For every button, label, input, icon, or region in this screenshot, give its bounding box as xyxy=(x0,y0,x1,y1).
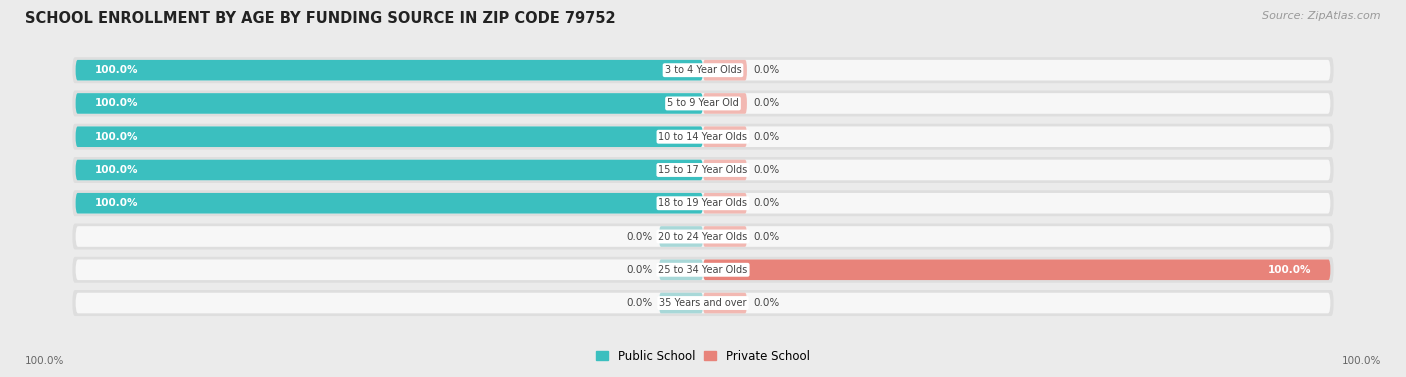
FancyBboxPatch shape xyxy=(703,293,747,313)
Text: 0.0%: 0.0% xyxy=(627,298,652,308)
Text: 100.0%: 100.0% xyxy=(25,356,65,366)
FancyBboxPatch shape xyxy=(703,193,747,213)
Text: 100.0%: 100.0% xyxy=(94,132,138,142)
FancyBboxPatch shape xyxy=(659,259,703,280)
Text: 100.0%: 100.0% xyxy=(94,165,138,175)
Text: 18 to 19 Year Olds: 18 to 19 Year Olds xyxy=(658,198,748,208)
Text: Source: ZipAtlas.com: Source: ZipAtlas.com xyxy=(1263,11,1381,21)
Text: 25 to 34 Year Olds: 25 to 34 Year Olds xyxy=(658,265,748,275)
FancyBboxPatch shape xyxy=(703,93,747,114)
FancyBboxPatch shape xyxy=(703,126,747,147)
FancyBboxPatch shape xyxy=(659,293,703,313)
Text: 0.0%: 0.0% xyxy=(754,165,779,175)
FancyBboxPatch shape xyxy=(72,124,1334,150)
FancyBboxPatch shape xyxy=(76,160,703,180)
Text: 0.0%: 0.0% xyxy=(754,231,779,242)
Text: 100.0%: 100.0% xyxy=(94,198,138,208)
FancyBboxPatch shape xyxy=(76,93,1330,114)
FancyBboxPatch shape xyxy=(659,226,703,247)
FancyBboxPatch shape xyxy=(76,60,703,81)
FancyBboxPatch shape xyxy=(76,126,1330,147)
FancyBboxPatch shape xyxy=(72,57,1334,83)
Text: 0.0%: 0.0% xyxy=(627,265,652,275)
Text: 0.0%: 0.0% xyxy=(754,98,779,109)
FancyBboxPatch shape xyxy=(76,126,703,147)
FancyBboxPatch shape xyxy=(76,193,1330,213)
Legend: Public School, Private School: Public School, Private School xyxy=(592,345,814,367)
FancyBboxPatch shape xyxy=(72,224,1334,250)
FancyBboxPatch shape xyxy=(72,290,1334,316)
FancyBboxPatch shape xyxy=(72,257,1334,283)
Text: 100.0%: 100.0% xyxy=(1268,265,1312,275)
Text: 15 to 17 Year Olds: 15 to 17 Year Olds xyxy=(658,165,748,175)
Text: 0.0%: 0.0% xyxy=(754,198,779,208)
FancyBboxPatch shape xyxy=(76,160,1330,180)
Text: 3 to 4 Year Olds: 3 to 4 Year Olds xyxy=(665,65,741,75)
Text: 5 to 9 Year Old: 5 to 9 Year Old xyxy=(666,98,740,109)
Text: 100.0%: 100.0% xyxy=(94,65,138,75)
FancyBboxPatch shape xyxy=(703,60,747,81)
Text: 20 to 24 Year Olds: 20 to 24 Year Olds xyxy=(658,231,748,242)
FancyBboxPatch shape xyxy=(76,226,1330,247)
Text: 100.0%: 100.0% xyxy=(1341,356,1381,366)
Text: SCHOOL ENROLLMENT BY AGE BY FUNDING SOURCE IN ZIP CODE 79752: SCHOOL ENROLLMENT BY AGE BY FUNDING SOUR… xyxy=(25,11,616,26)
FancyBboxPatch shape xyxy=(703,259,1330,280)
FancyBboxPatch shape xyxy=(72,157,1334,183)
Text: 0.0%: 0.0% xyxy=(754,65,779,75)
FancyBboxPatch shape xyxy=(76,193,703,213)
FancyBboxPatch shape xyxy=(76,259,1330,280)
FancyBboxPatch shape xyxy=(72,90,1334,116)
Text: 0.0%: 0.0% xyxy=(627,231,652,242)
Text: 10 to 14 Year Olds: 10 to 14 Year Olds xyxy=(658,132,748,142)
Text: 35 Years and over: 35 Years and over xyxy=(659,298,747,308)
Text: 0.0%: 0.0% xyxy=(754,132,779,142)
FancyBboxPatch shape xyxy=(72,190,1334,216)
FancyBboxPatch shape xyxy=(76,93,703,114)
FancyBboxPatch shape xyxy=(76,293,1330,313)
Text: 0.0%: 0.0% xyxy=(754,298,779,308)
FancyBboxPatch shape xyxy=(703,160,747,180)
Text: 100.0%: 100.0% xyxy=(94,98,138,109)
FancyBboxPatch shape xyxy=(703,226,747,247)
FancyBboxPatch shape xyxy=(76,60,1330,81)
